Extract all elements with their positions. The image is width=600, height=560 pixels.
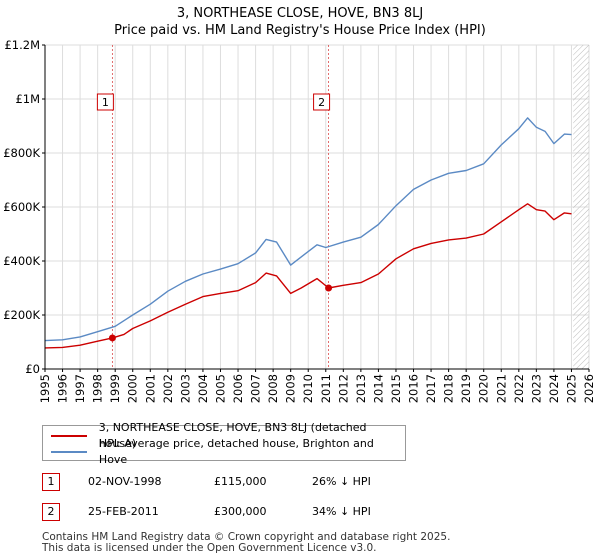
x-tick-label: 2025 <box>564 374 578 403</box>
y-tick-label: £200K <box>3 308 40 322</box>
transaction-hpi-diff: 34% ↓ HPI <box>312 505 371 518</box>
footer: Contains HM Land Registry data © Crown c… <box>42 532 450 554</box>
sale-label-text: 1 <box>102 96 109 109</box>
x-tick-label: 2014 <box>371 374 385 403</box>
x-tick-label: 1997 <box>73 374 87 403</box>
x-tick-label: 1998 <box>91 374 105 403</box>
x-tick-label: 2012 <box>336 374 350 403</box>
future-hatch-region <box>573 45 589 369</box>
x-tick-label: 2020 <box>477 374 491 403</box>
x-tick-label: 2015 <box>389 374 403 403</box>
legend-label-property: 3, NORTHEASE CLOSE, HOVE, BN3 8LJ (detac… <box>98 421 367 450</box>
transaction-date: 25-FEB-2011 <box>88 505 159 518</box>
transaction-price: £115,000 <box>214 475 267 488</box>
x-tick-label: 2026 <box>582 374 596 403</box>
transaction-marker-badge: 1 <box>42 473 60 491</box>
transaction-row: 2 25-FEB-2011 £300,000 34% ↓ HPI <box>42 502 562 522</box>
x-tick-label: 2003 <box>178 374 192 403</box>
legend-label-hpi: HPI: Average price, detached house, Brig… <box>98 437 374 466</box>
x-tick-label: 2007 <box>249 374 263 403</box>
x-tick-label: 2004 <box>196 374 210 403</box>
x-tick-label: 1999 <box>108 374 122 403</box>
legend-swatch-hpi <box>51 451 87 453</box>
y-tick-label: £1M <box>15 92 40 106</box>
legend-swatch-property <box>51 435 87 437</box>
transaction-date: 02-NOV-1998 <box>88 475 162 488</box>
x-tick-label: 2013 <box>354 374 368 403</box>
x-tick-label: 2016 <box>407 374 421 403</box>
x-tick-label: 2006 <box>231 374 245 403</box>
x-tick-label: 2008 <box>266 374 280 403</box>
y-tick-label: £600K <box>3 200 40 214</box>
footer-licence: This data is licensed under the Open Gov… <box>42 542 377 554</box>
legend-item-property: 3, NORTHEASE CLOSE, HOVE, BN3 8LJ (detac… <box>51 421 405 450</box>
transaction-row: 1 02-NOV-1998 £115,000 26% ↓ HPI <box>42 472 562 492</box>
x-tick-label: 2010 <box>301 374 315 403</box>
sale-point <box>108 334 116 342</box>
transaction-hpi-diff: 26% ↓ HPI <box>312 475 371 488</box>
y-tick-label: £800K <box>3 146 40 160</box>
legend-item-hpi: HPI: Average price, detached house, Brig… <box>51 437 405 466</box>
y-tick-label: £0 <box>25 362 40 376</box>
sale-label-text: 2 <box>318 96 325 109</box>
x-tick-label: 2017 <box>424 374 438 403</box>
transaction-price: £300,000 <box>214 505 267 518</box>
x-tick-label: 2009 <box>284 374 298 403</box>
y-tick-label: £400K <box>3 254 40 268</box>
chart-title: 3, NORTHEASE CLOSE, HOVE, BN3 8LJ <box>176 6 424 21</box>
sale-label-box <box>313 93 331 111</box>
x-tick-label: 1995 <box>38 374 52 403</box>
x-tick-label: 2021 <box>494 374 508 403</box>
x-tick-label: 2024 <box>547 374 561 403</box>
price-chart: 1 2 £0 £200K £400K £600K £800K £1M £1.2M 1995 1996… <box>3 38 596 403</box>
footer-copyright: Contains HM Land Registry data © Crown c… <box>42 531 451 543</box>
transaction-marker-badge: 2 <box>42 503 60 521</box>
x-tick-label: 2000 <box>126 374 140 403</box>
x-tick-label: 2022 <box>512 374 526 403</box>
sale-point <box>325 284 333 292</box>
x-tick-label: 2023 <box>529 374 543 403</box>
hpi-series-line <box>44 117 572 342</box>
x-tick-label: 2005 <box>213 374 227 403</box>
x-tick-label: 2019 <box>459 374 473 403</box>
x-tick-label: 2011 <box>319 374 333 403</box>
chart-subtitle: Price paid vs. HM Land Registry's House … <box>114 23 486 38</box>
y-tick-label: £1.2M <box>4 38 40 52</box>
sale-label-box <box>96 93 114 111</box>
legend: 3, NORTHEASE CLOSE, HOVE, BN3 8LJ (detac… <box>42 421 406 466</box>
x-tick-label: 2001 <box>143 374 157 403</box>
x-tick-label: 2018 <box>442 374 456 403</box>
x-tick-label: 1996 <box>56 374 70 403</box>
property-series-line <box>44 203 572 349</box>
x-tick-label: 2002 <box>161 374 175 403</box>
